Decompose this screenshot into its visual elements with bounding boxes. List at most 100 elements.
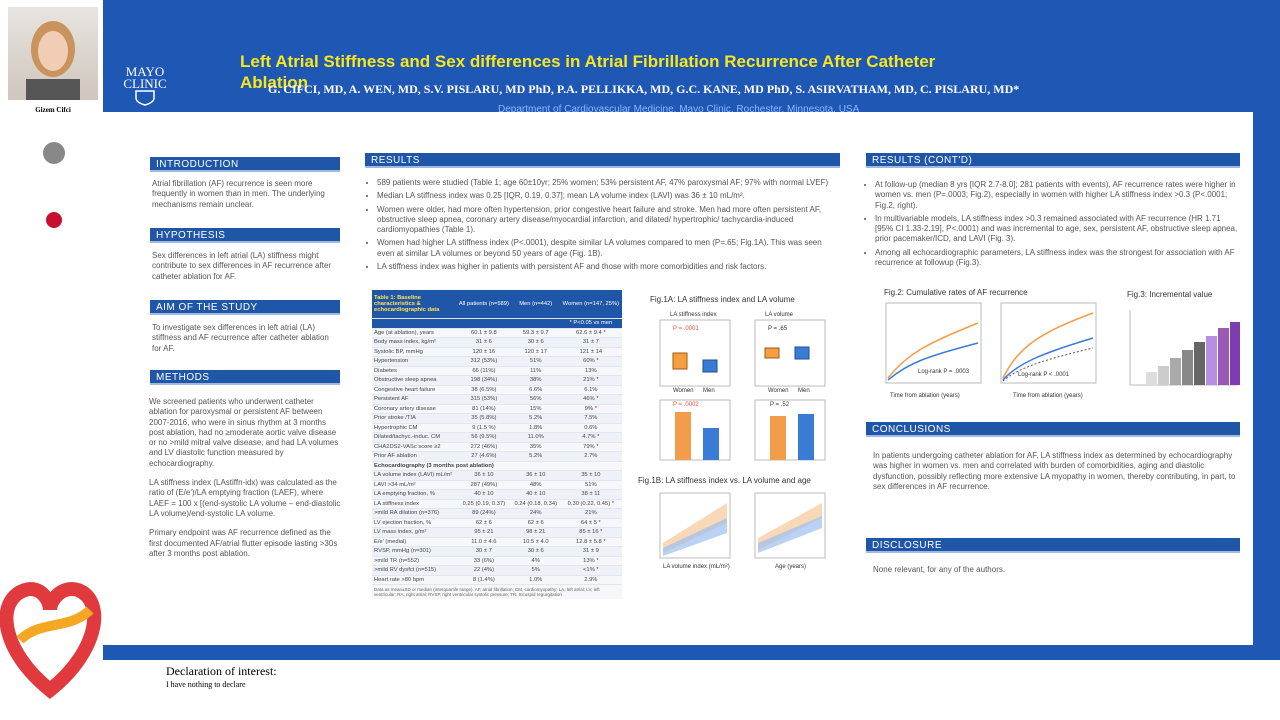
table-cell: 31 ± 6	[456, 337, 512, 348]
table-cell: Body mass index, kg/m²	[372, 337, 456, 348]
bullet: Median LA stiffness index was 0.25 [IQR,…	[377, 191, 833, 201]
p-value: P = .0002	[673, 402, 699, 408]
paragraph: We screened patients who underwent cathe…	[149, 397, 339, 468]
group: Women	[768, 388, 789, 394]
annotation: Log-rank P = .0003	[918, 369, 970, 375]
table-row: LV mass index, g/m² 95 ± 21 98 ± 21 85 ± 16…	[372, 527, 622, 538]
table-row: Age (at ablation), years 60.1 ± 9.8 59.3 ±…	[372, 328, 622, 338]
table-cell: 312 (53%)	[456, 356, 512, 367]
table-cell: 12.8 ± 5.8 *	[559, 537, 622, 547]
p-value: P = .65	[768, 326, 788, 332]
table-cell: 9 (1.5 %)	[456, 423, 512, 433]
list: 589 patients were studied (Table 1; age …	[368, 178, 833, 272]
photo	[8, 7, 98, 100]
table-cell: 9% *	[559, 404, 622, 414]
section-heading: DISCLOSURE	[866, 538, 1240, 553]
table-cell: 8 (1.4%)	[456, 575, 512, 585]
table-cell: 21%	[559, 508, 622, 519]
table-cell: Obstructive sleep apnea	[372, 375, 456, 386]
table-cell: LA volume index (LAVI) mL/m²	[372, 470, 456, 481]
table-row: >mild RA dilation (n=376) 89 (24%) 24% 21%	[372, 508, 622, 519]
table-cell: LV mass index, g/m²	[372, 527, 456, 538]
table-row: Persistent AF 315 (53%) 56% 46% *	[372, 394, 622, 405]
section-heading: AIM OF THE STUDY	[150, 300, 340, 315]
table-cell: 64 ± 5 *	[559, 518, 622, 528]
axis-label: Time from ablation (years)	[1013, 393, 1083, 399]
table-row: Hypertrophic CM 9 (1.5 %) 1.8% 0.6%	[372, 423, 622, 433]
table-cell: Coronary artery disease	[372, 404, 456, 414]
section-heading: RESULTS	[365, 153, 840, 168]
panel-label: LA volume	[765, 312, 794, 318]
group: Women	[673, 388, 694, 394]
table-cell: 6.1%	[559, 385, 622, 395]
table-row: LV ejection fraction, % 62 ± 6 62 ± 6 64 ± …	[372, 518, 622, 528]
photo-figure	[26, 21, 80, 100]
table-cell: 46% *	[559, 394, 622, 405]
section-heading: CONCLUSIONS	[866, 422, 1240, 437]
table-cell: 5.2%	[511, 451, 560, 462]
table-cell: Persistent AF	[372, 394, 456, 405]
section-heading: RESULTS (CONT'D)	[866, 153, 1240, 168]
table-cell: 38 (6.5%)	[456, 385, 512, 395]
table-cell: 51%	[559, 480, 622, 490]
title: Left Atrial Stiffness and Sex difference…	[240, 52, 936, 92]
data-table: Table 1: Baseline characteristics & echo…	[372, 290, 622, 585]
table-cell: Echocardiography (3 months post ablation…	[372, 461, 622, 471]
table-cell: 48%	[511, 480, 560, 490]
section-heading: INTRODUCTION	[150, 157, 340, 172]
table-cell: 38%	[511, 375, 560, 386]
section-text: To investigate sex differences in left a…	[152, 323, 329, 353]
table-cell: Prior stroke /TIA	[372, 413, 456, 424]
figure-caption: Fig.1B: LA stiffness index vs. LA volume…	[638, 476, 811, 485]
table-cell: 10.5 ± 4.0	[511, 537, 560, 547]
dot	[43, 142, 65, 164]
table-cell: 4.7% *	[559, 432, 622, 443]
table-cell: 11%	[511, 366, 560, 376]
table-row: Dilated/tachyc.-induc. CM 56 (9.5%) 11.0% 4…	[372, 432, 622, 443]
table-cell: 2.9%	[559, 575, 622, 585]
table-row: Prior stroke /TIA 35 (5.8%) 5.2% 7.5%	[372, 413, 622, 424]
table-cell: Hypertension	[372, 356, 456, 367]
table-cell: 11.0%	[511, 432, 560, 443]
group: Men	[703, 388, 715, 394]
footer-text: I have nothing to declare	[166, 680, 246, 689]
table-cell: 35 (5.8%)	[456, 413, 512, 424]
table-cell: 56%	[511, 394, 560, 405]
table-cell: 60% *	[559, 356, 622, 367]
table-cell: 79% *	[559, 442, 622, 452]
table-cell: 120 ± 16	[456, 347, 512, 357]
bullet: Women had higher LA stiffness index (P<.…	[377, 238, 833, 259]
table-row: >mild TR (n=552) 33 (6%) 4% 13% *	[372, 556, 622, 566]
logo-word: CLINIC	[123, 76, 167, 91]
bullet-list: At follow-up (median 8 yrs [IQR 2.7-8.0]…	[866, 180, 1240, 271]
section-text: We screened patients who underwent cathe…	[149, 397, 341, 568]
table-cell: >mild RV dysfct (n=515)	[372, 565, 456, 576]
table-cell: 56 (9.5%)	[456, 432, 512, 443]
bullet-list: 589 patients were studied (Table 1; age …	[368, 178, 833, 275]
table-cell: Systolic BP, mmHg	[372, 347, 456, 357]
figure-1a: LA stiffness index LA volume P = .0001 P =…	[659, 312, 826, 461]
table-cell: 198 (34%)	[456, 375, 512, 386]
table-cell: 0.24 (0.18, 0.34)	[511, 499, 560, 509]
header-row: Table 1: Baseline characteristics & echo…	[372, 290, 622, 319]
figure-caption: Fig.2: Cumulative rates of AF recurrence	[884, 288, 1028, 297]
table-row: Systolic BP, mmHg 120 ± 16 120 ± 17 121 ± 1…	[372, 347, 622, 357]
table-cell: 35%	[511, 442, 560, 452]
table-cell: LV ejection fraction, %	[372, 518, 456, 528]
table-cell: 36 ± 10	[511, 470, 560, 481]
table-cell: 7.5%	[559, 413, 622, 424]
table-cell: Congestive heart failure	[372, 385, 456, 395]
table-cell: 60.1 ± 9.8	[456, 328, 512, 338]
spacer	[372, 318, 560, 329]
table-row: Echocardiography (3 months post ablation…	[372, 461, 622, 471]
table-cell: 1.8%	[511, 423, 560, 433]
table-cell: Diabetes	[372, 366, 456, 376]
table-row: >mild RV dysfct (n=515) 22 (4%) 5% <1% *	[372, 565, 622, 576]
table-row: Diabetes 66 (11%) 11% 13%	[372, 366, 622, 376]
table-cell: 2.7%	[559, 451, 622, 462]
heart-logo	[0, 582, 102, 699]
table-cell: 0.25 (0.19, 0.37)	[456, 499, 512, 509]
table-cell: 4%	[511, 556, 560, 566]
table-cell: 30 ± 7	[456, 546, 512, 557]
table-row: LAVI >34 mL/m² 287 (49%) 48% 51%	[372, 480, 622, 490]
